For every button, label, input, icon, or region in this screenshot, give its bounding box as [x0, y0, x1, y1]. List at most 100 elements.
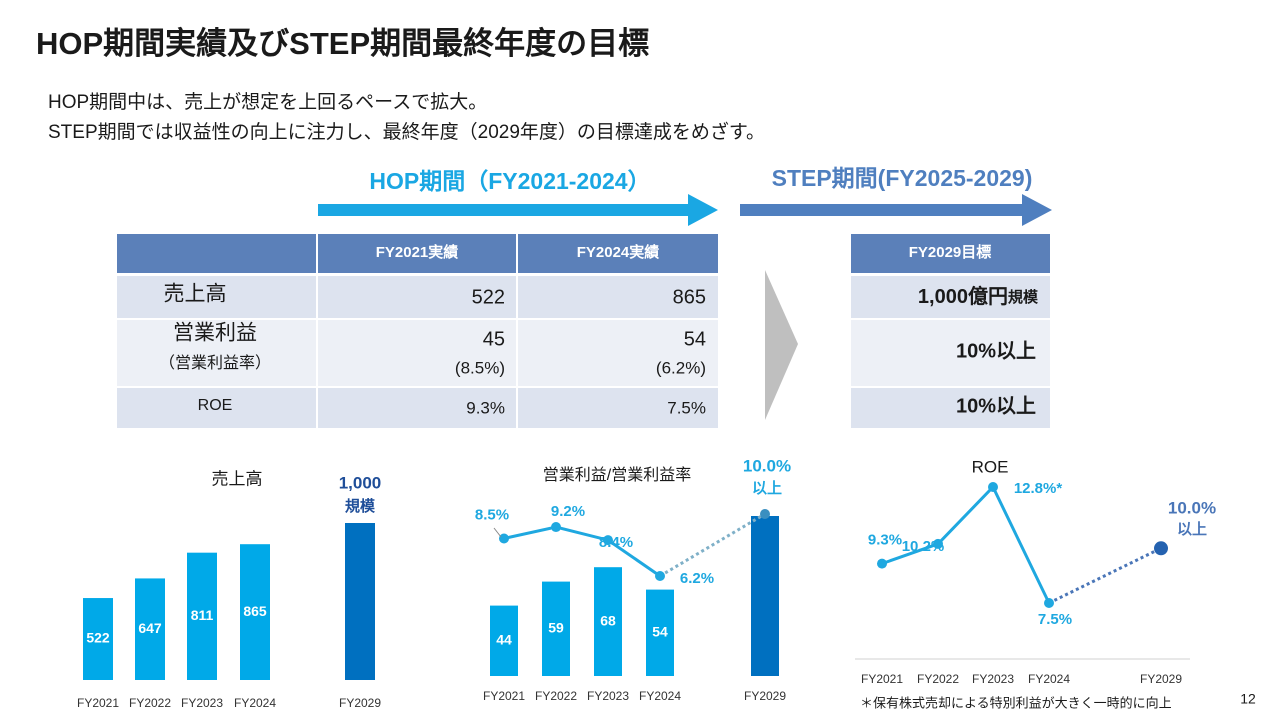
label: 865 — [243, 603, 267, 619]
table-row — [117, 388, 718, 428]
bar — [83, 598, 113, 680]
label: FY2023 — [181, 696, 223, 710]
target-cell: 10%以上 — [956, 339, 1036, 362]
bar — [135, 578, 165, 680]
label: FY2029 — [339, 696, 381, 710]
target-bar — [345, 523, 375, 680]
marker — [988, 482, 998, 492]
label: 9.3% — [868, 532, 902, 549]
slide-title: HOP期間実績及びSTEP期間最終年度の目標 — [36, 26, 649, 61]
marker — [551, 522, 561, 533]
row-sublabel: （営業利益率） — [159, 354, 271, 372]
table: FY2021実績 FY2024実績 売上高 522 865 営業利益 （営業利益… — [117, 234, 1050, 428]
bar — [187, 552, 217, 680]
label: FY2023 — [972, 672, 1014, 686]
marker — [603, 535, 613, 546]
marker — [1044, 598, 1054, 608]
phase-arrow — [740, 194, 1052, 226]
label: FY2022 — [917, 672, 959, 686]
label: 7.5% — [1038, 611, 1072, 628]
leader — [493, 527, 502, 538]
label: FY2024 — [1028, 672, 1070, 686]
column-header: FY2024実績 — [577, 243, 660, 261]
label: 44 — [496, 632, 512, 648]
target-cell: 10%以上 — [956, 394, 1036, 417]
table-row — [851, 388, 1050, 428]
chart-title: 営業利益/営業利益率 — [543, 466, 691, 484]
column-header: FY2029目標 — [909, 243, 992, 261]
cell: (8.5%) — [455, 358, 505, 377]
target-bar — [751, 516, 779, 676]
phase-arrow — [318, 194, 718, 226]
target-line — [1048, 546, 1162, 605]
row-label: 売上高 — [164, 283, 227, 306]
bar — [240, 544, 270, 680]
target-note: 規模 — [1008, 288, 1039, 306]
label: 1,000 — [339, 473, 382, 492]
label: 59 — [548, 620, 564, 636]
table-row — [117, 276, 718, 318]
label: 8.5% — [475, 506, 509, 523]
bar — [646, 589, 674, 676]
target-marker — [760, 509, 770, 519]
label: 6.2% — [680, 570, 714, 587]
intro-line: HOP期間中は、売上が想定を上回るペースで拡大。 — [48, 91, 487, 113]
label: FY2021 — [483, 689, 525, 703]
marker — [655, 571, 665, 581]
phase-label: STEP期間(FY2025-2029) — [772, 165, 1033, 191]
label: FY2024 — [639, 689, 681, 703]
bar — [542, 581, 570, 676]
label: 522 — [86, 630, 110, 646]
label: 68 — [600, 612, 616, 628]
line — [503, 525, 661, 578]
cell: 522 — [472, 286, 505, 308]
marker — [499, 533, 509, 544]
label: 以上 — [1177, 521, 1207, 538]
column-header: FY2021実績 — [376, 243, 459, 261]
header-row — [851, 234, 1050, 273]
cell: 54 — [684, 328, 706, 350]
chart-title: 売上高 — [212, 469, 263, 488]
label: 10.2% — [902, 538, 945, 555]
header-row — [117, 234, 718, 273]
label: FY2029 — [1140, 672, 1182, 686]
label: 12.8%* — [1014, 480, 1063, 497]
target-marker — [1154, 541, 1168, 556]
marker — [933, 538, 943, 549]
label: 規模 — [345, 497, 376, 515]
table-row — [851, 276, 1050, 318]
chart-title: ROE — [972, 457, 1009, 476]
label: FY2021 — [77, 696, 119, 710]
footnote: ＊保有株式売却による特別利益が大きく一時的に向上 — [860, 695, 1172, 710]
page-number: 12 — [1240, 691, 1256, 707]
row-label: ROE — [198, 397, 233, 414]
row-label: 営業利益 — [173, 322, 257, 345]
phase-label: HOP期間（FY2021-2024） — [369, 168, 650, 194]
bar — [490, 605, 518, 676]
cell: 865 — [673, 286, 706, 308]
target-cell: 1,000億円規模 — [918, 284, 1039, 308]
label: 9.2% — [551, 503, 585, 520]
target-value: 1,000億円 — [918, 284, 1008, 308]
label: 以上 — [752, 480, 782, 497]
label: 10.0% — [743, 456, 791, 475]
table-row — [851, 320, 1050, 386]
label: FY2029 — [744, 689, 786, 703]
label: 647 — [138, 620, 162, 636]
line — [881, 484, 1051, 604]
label: FY2022 — [129, 696, 171, 710]
chevron — [765, 270, 798, 420]
target-line — [659, 512, 766, 578]
label: 54 — [652, 624, 668, 640]
label: 10.0% — [1168, 498, 1216, 517]
label: FY2022 — [535, 689, 577, 703]
cell: 9.3% — [466, 398, 505, 417]
marker — [877, 558, 887, 569]
label: 8.4% — [599, 534, 633, 551]
bar — [594, 567, 622, 676]
intro-line: STEP期間では収益性の向上に注力し、最終年度（2029年度）の目標達成をめざす… — [48, 120, 765, 143]
cell: (6.2%) — [656, 358, 706, 377]
label: FY2024 — [234, 696, 276, 710]
cell: 45 — [483, 328, 505, 350]
